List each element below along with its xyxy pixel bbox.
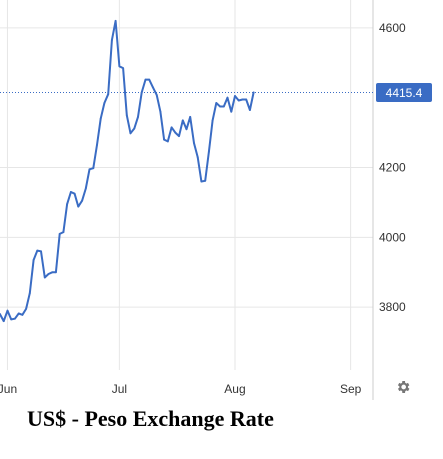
series-point	[122, 67, 124, 69]
chart-caption: US$ - Peso Exchange Rate	[27, 406, 274, 431]
y-tick-label: 3800	[379, 300, 406, 314]
series-point	[129, 132, 132, 135]
series-point	[0, 313, 1, 316]
series-points	[0, 20, 255, 322]
y-tick-label: 4000	[379, 230, 406, 244]
y-tick-label: 4600	[379, 21, 406, 35]
series-point	[234, 95, 236, 97]
series-point	[155, 94, 158, 96]
series-point	[144, 78, 147, 81]
series-point	[118, 65, 121, 68]
last-value-tag-background	[376, 83, 432, 102]
series-point	[25, 308, 27, 310]
series-point	[185, 128, 188, 131]
series-point	[73, 192, 76, 195]
y-tick-label: 4200	[379, 161, 406, 175]
x-tick-label: Aug	[224, 382, 245, 396]
series-point	[58, 233, 61, 235]
series-point	[181, 119, 184, 122]
series-point	[140, 91, 143, 94]
series-point	[204, 179, 207, 182]
series-point	[196, 156, 199, 159]
series-point	[99, 117, 102, 120]
series-point	[193, 142, 195, 145]
x-tick-label: Jun	[0, 382, 17, 396]
series-point	[170, 126, 173, 129]
series-point	[226, 96, 229, 99]
series-point	[241, 98, 244, 101]
series-point	[21, 313, 24, 316]
series-point	[152, 86, 154, 89]
series-point	[237, 99, 240, 102]
series-point	[17, 312, 20, 315]
series-point	[66, 203, 68, 206]
series-point	[133, 127, 136, 130]
series-point	[178, 135, 180, 138]
series-point	[77, 205, 80, 208]
series-point	[2, 320, 5, 322]
series-point	[208, 150, 210, 153]
gear-icon	[397, 381, 410, 393]
series-point	[148, 78, 151, 81]
last-value-label: 4415.4	[386, 86, 423, 100]
x-tick-label: Jul	[112, 382, 127, 396]
chart-gridlines	[0, 0, 373, 370]
series-point	[215, 102, 218, 104]
series-point	[107, 93, 110, 96]
series-point	[62, 231, 65, 234]
series-point	[88, 168, 91, 171]
last-value-tag: 4415.4	[376, 83, 432, 102]
series-point	[96, 144, 98, 146]
series-point	[10, 318, 13, 321]
series-point	[211, 119, 214, 122]
series-point	[6, 309, 9, 312]
series-point	[189, 116, 192, 118]
series-point	[200, 180, 203, 183]
series-point	[14, 317, 16, 320]
exchange-rate-chart: 3800 4000 4200 4600 Jun Jul Aug Sep 4415.4	[0, 0, 432, 400]
series-point	[36, 249, 39, 252]
series-point	[245, 98, 248, 101]
series-line	[0, 19, 255, 323]
series-point	[92, 167, 95, 170]
x-tick-label: Sep	[340, 382, 362, 396]
series-point	[252, 91, 255, 94]
series-point	[70, 191, 72, 193]
series-point	[174, 131, 177, 134]
series-point	[47, 273, 50, 275]
series-point	[81, 199, 83, 202]
series-point	[28, 292, 31, 295]
series-point	[137, 116, 139, 118]
series-point	[159, 110, 162, 113]
series-point	[114, 20, 117, 22]
series-point	[166, 140, 169, 143]
series-point	[125, 114, 128, 117]
y-axis-ticks: 3800 4000 4200 4600	[379, 21, 406, 314]
series-point	[163, 138, 166, 141]
series-point	[55, 271, 57, 274]
series-point	[40, 250, 42, 253]
settings-button[interactable]	[392, 376, 414, 398]
series-point	[103, 102, 106, 104]
series-point	[43, 276, 46, 279]
series-point	[249, 109, 251, 111]
series-point	[84, 187, 87, 190]
series-point	[219, 105, 222, 108]
series-point	[230, 110, 233, 113]
x-axis-ticks: Jun Jul Aug Sep	[0, 382, 362, 396]
series-point	[51, 271, 54, 274]
series-point	[111, 39, 113, 41]
series-point	[222, 105, 225, 108]
series-point	[32, 259, 35, 261]
